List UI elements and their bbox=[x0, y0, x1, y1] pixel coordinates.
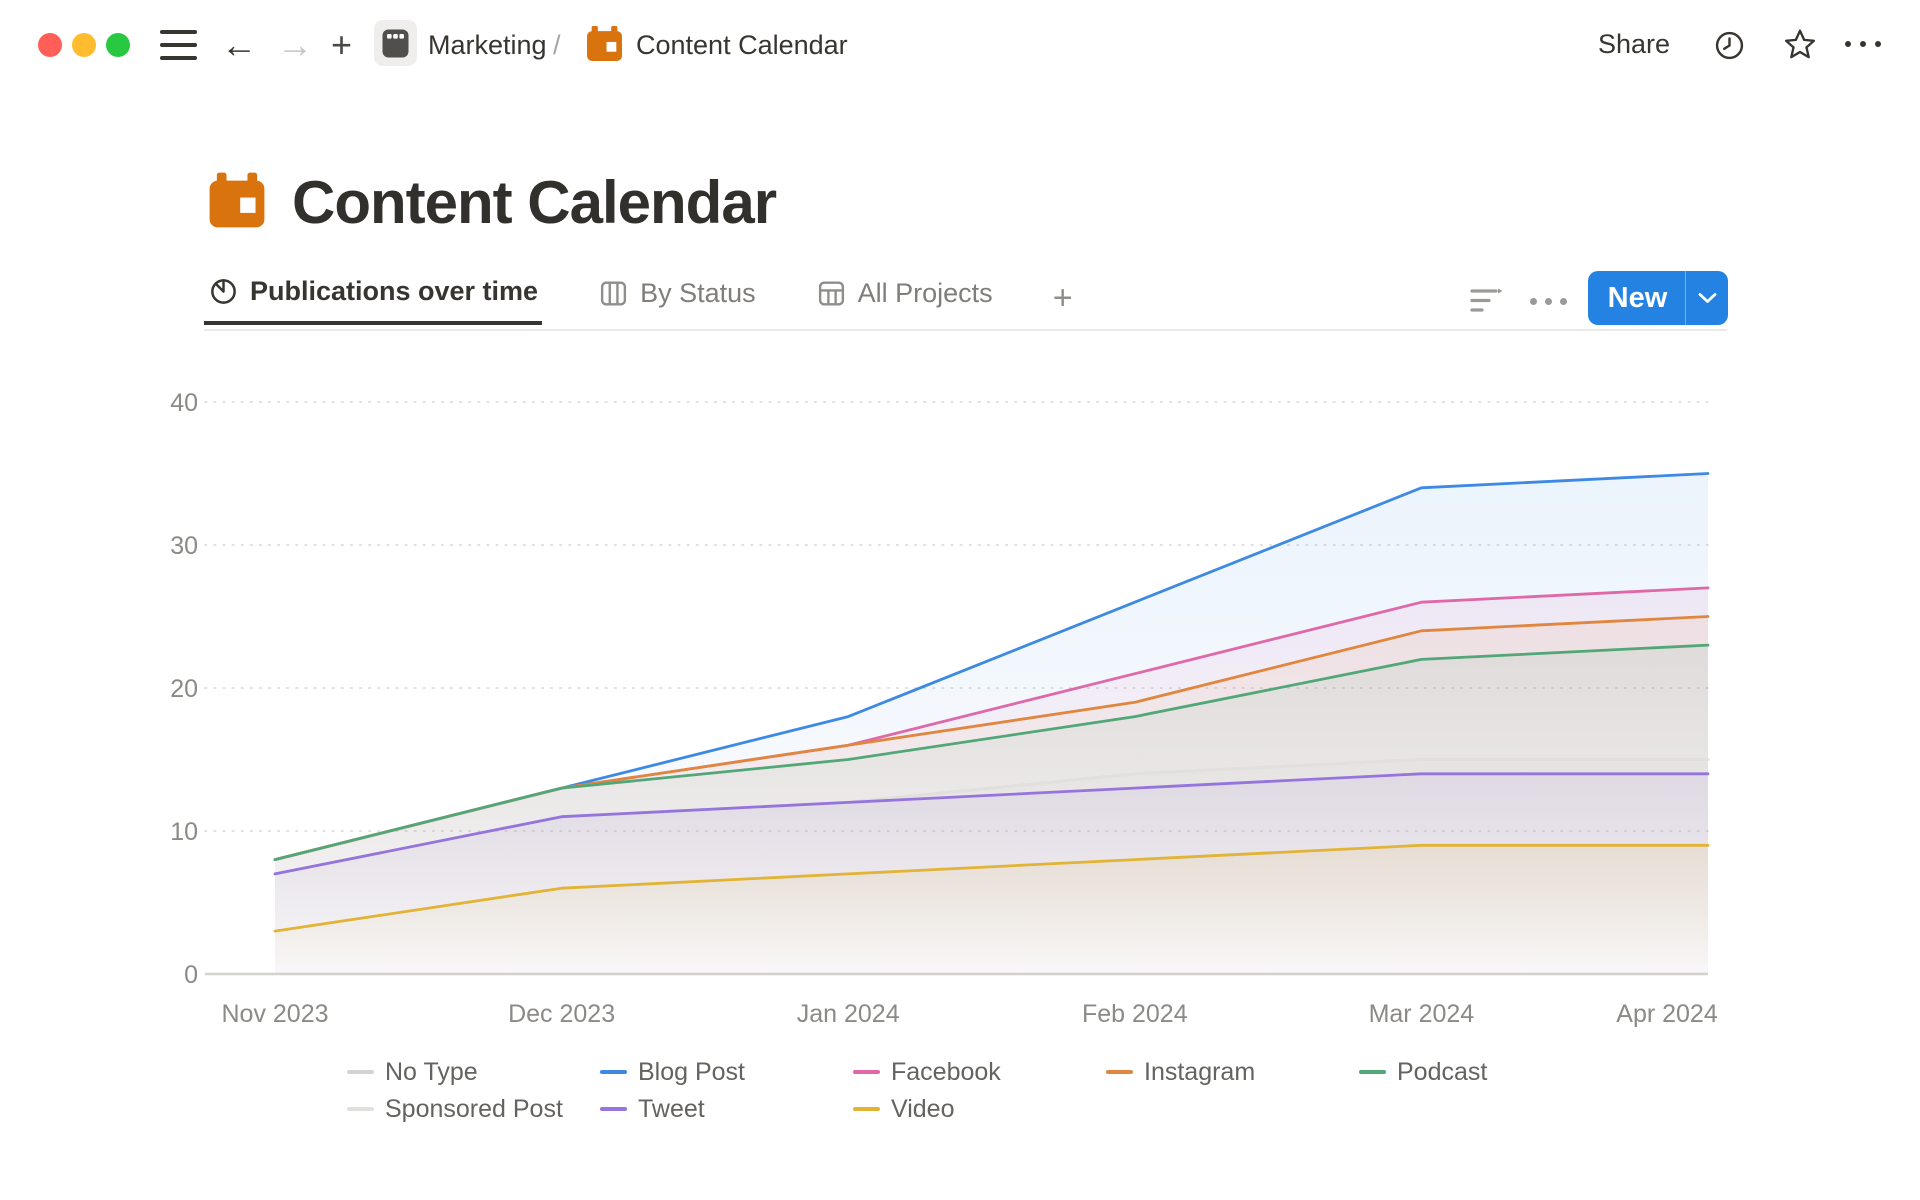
legend-swatch bbox=[853, 1069, 880, 1075]
legend-label: Instagram bbox=[1144, 1057, 1256, 1086]
new-tab-plus-icon[interactable]: + bbox=[331, 24, 353, 65]
tab-publications-over-time[interactable]: Publications over time bbox=[204, 270, 543, 325]
view-tabs: Publications over time By Status All Pro… bbox=[204, 270, 1077, 325]
view-options-ellipsis-icon[interactable] bbox=[1530, 298, 1567, 305]
page-title: Content Calendar bbox=[292, 169, 777, 236]
breadcrumb-current-page[interactable]: Content Calendar bbox=[636, 30, 848, 60]
new-button-divider bbox=[1685, 271, 1686, 325]
breadcrumb-marketing[interactable]: Marketing bbox=[428, 30, 547, 60]
history-clock-icon[interactable] bbox=[1713, 29, 1746, 67]
legend-item-podcast[interactable]: Podcast bbox=[1359, 1057, 1612, 1087]
line-video bbox=[273, 843, 1710, 933]
sidebar-menu-icon[interactable] bbox=[160, 30, 197, 60]
legend-swatch bbox=[1359, 1069, 1386, 1075]
back-arrow-icon[interactable]: ← bbox=[221, 24, 257, 65]
favorite-star-icon[interactable] bbox=[1783, 27, 1817, 66]
traffic-light-close-button[interactable] bbox=[38, 33, 62, 57]
legend-item-tweet[interactable]: Tweet bbox=[600, 1094, 853, 1124]
pie-chart-icon bbox=[208, 276, 239, 307]
legend-item-video[interactable]: Video bbox=[853, 1094, 1106, 1124]
tab-label: By Status bbox=[640, 278, 756, 308]
y-tick-label: 40 bbox=[170, 389, 198, 417]
legend-item-no-type[interactable]: No Type bbox=[347, 1057, 600, 1087]
line-podcast bbox=[273, 643, 1710, 861]
legend-label: Facebook bbox=[891, 1057, 1001, 1086]
new-button[interactable]: New bbox=[1588, 271, 1728, 325]
chart-legend: No Type Blog Post Facebook Instagram Podcast… bbox=[347, 1057, 1612, 1124]
window-top-bar: ← → + Marketing / Content Calendar Share bbox=[0, 0, 1920, 90]
x-tick-label: Dec 2023 bbox=[508, 1000, 615, 1028]
more-options-icon[interactable] bbox=[1845, 41, 1881, 47]
new-button-label: New bbox=[1607, 281, 1668, 314]
x-tick-label: Jan 2024 bbox=[797, 1000, 900, 1028]
tab-all-projects[interactable]: All Projects bbox=[812, 270, 997, 325]
tab-label: Publications over time bbox=[250, 276, 539, 306]
legend-label: Blog Post bbox=[638, 1057, 746, 1086]
breadcrumb-marketing-chip[interactable] bbox=[374, 20, 417, 66]
x-tick-label: Nov 2023 bbox=[221, 1000, 328, 1028]
tab-label: All Projects bbox=[857, 278, 993, 308]
table-icon bbox=[816, 278, 847, 309]
board-columns-icon bbox=[598, 278, 629, 309]
legend-item-facebook[interactable]: Facebook bbox=[853, 1057, 1106, 1087]
y-tick-label: 30 bbox=[170, 532, 198, 560]
x-tick-label: Mar 2024 bbox=[1369, 1000, 1475, 1028]
legend-item-blog-post[interactable]: Blog Post bbox=[600, 1057, 853, 1087]
traffic-light-minimize-button[interactable] bbox=[72, 33, 96, 57]
filter-sort-icon[interactable] bbox=[1470, 288, 1506, 319]
calendar-icon bbox=[586, 25, 623, 67]
legend-label: Video bbox=[891, 1094, 955, 1123]
page-calendar-icon bbox=[208, 171, 266, 234]
forward-arrow-icon[interactable]: → bbox=[277, 24, 313, 65]
add-view-plus-icon[interactable]: + bbox=[1052, 279, 1073, 317]
page-header: Content Calendar bbox=[208, 168, 777, 237]
traffic-light-zoom-button[interactable] bbox=[106, 33, 130, 57]
line-tweet bbox=[273, 772, 1710, 876]
legend-swatch bbox=[1106, 1069, 1133, 1075]
x-tick-label: Apr 2024 bbox=[1616, 1000, 1718, 1028]
legend-label: Tweet bbox=[638, 1094, 705, 1123]
y-tick-label: 10 bbox=[170, 818, 198, 846]
tab-by-status[interactable]: By Status bbox=[594, 270, 760, 325]
project-box-icon bbox=[382, 29, 409, 57]
tabs-divider bbox=[204, 329, 1727, 331]
legend-swatch bbox=[600, 1106, 627, 1112]
y-tick-label: 20 bbox=[170, 675, 198, 703]
legend-swatch bbox=[347, 1106, 374, 1112]
legend-label: No Type bbox=[385, 1057, 478, 1086]
legend-item-instagram[interactable]: Instagram bbox=[1106, 1057, 1359, 1087]
legend-label: Podcast bbox=[1397, 1057, 1488, 1086]
x-tick-label: Feb 2024 bbox=[1082, 1000, 1188, 1028]
legend-swatch bbox=[600, 1069, 627, 1075]
chevron-down-icon[interactable] bbox=[1686, 292, 1728, 304]
legend-swatch bbox=[347, 1069, 374, 1075]
legend-label: Sponsored Post bbox=[385, 1094, 563, 1123]
share-button[interactable]: Share bbox=[1598, 29, 1671, 59]
breadcrumb-separator: / bbox=[553, 30, 561, 60]
y-tick-label: 0 bbox=[184, 961, 198, 989]
legend-item-sponsored-post[interactable]: Sponsored Post bbox=[347, 1094, 600, 1124]
area-video bbox=[275, 845, 1708, 974]
legend-swatch bbox=[853, 1106, 880, 1112]
